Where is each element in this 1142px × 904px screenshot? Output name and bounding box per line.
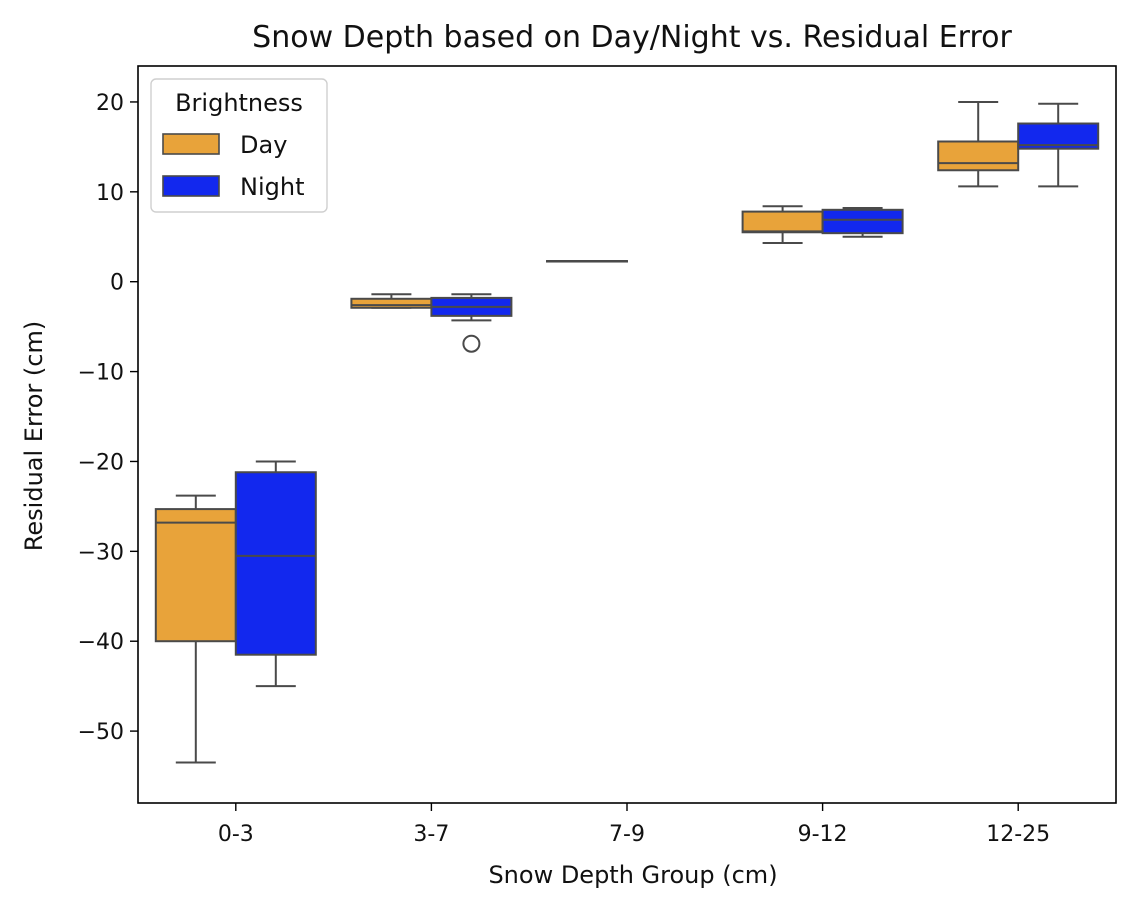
legend: Brightness Day Night — [150, 78, 328, 213]
legend-entries: Day Night — [162, 131, 304, 201]
x-axis-label: Snow Depth Group (cm) — [488, 861, 777, 889]
legend-swatch-day — [162, 133, 220, 155]
x-tick-label: 9-12 — [798, 822, 848, 847]
x-tick-label: 7-9 — [609, 822, 645, 847]
box-night-3-7 — [430, 293, 513, 353]
legend-title: Brightness — [175, 89, 303, 117]
y-tick-label: 10 — [96, 181, 124, 206]
box-day-3-7 — [350, 293, 433, 309]
box-body — [821, 208, 904, 235]
legend-label-night: Night — [240, 173, 304, 201]
x-axis: 0-3 3-7 7-9 9-12 12-25 — [218, 803, 1050, 847]
plot-area — [154, 100, 1100, 764]
box-day-7-9 — [546, 260, 628, 263]
box-night-12-25 — [1017, 102, 1100, 188]
y-tick-label: 20 — [96, 91, 124, 116]
box-body — [937, 140, 1020, 172]
box-day-9-12 — [741, 205, 824, 245]
legend-swatch-night — [162, 175, 220, 197]
box-body — [154, 508, 237, 643]
y-tick-label: −10 — [78, 361, 124, 386]
chart-title: Snow Depth based on Day/Night vs. Residu… — [252, 20, 1012, 55]
y-axis-label: Residual Error (cm) — [20, 321, 48, 551]
legend-label-day: Day — [240, 131, 287, 159]
box-day-12-25 — [937, 100, 1020, 188]
box-night-0-3 — [234, 460, 317, 688]
y-tick-label: −40 — [78, 630, 124, 655]
box-day-0-3 — [154, 494, 237, 764]
box-body — [234, 471, 317, 656]
x-tick-label: 0-3 — [218, 822, 254, 847]
y-tick-label: 0 — [110, 271, 124, 296]
x-tick-label: 12-25 — [986, 822, 1050, 847]
y-tick-label: −20 — [78, 450, 124, 475]
box-body — [741, 210, 824, 234]
box-body — [350, 297, 433, 309]
outlier-point — [462, 334, 481, 353]
y-tick-label: −50 — [78, 720, 124, 745]
x-tick-label: 3-7 — [413, 822, 449, 847]
y-axis: 20 10 0 −10 −20 −30 −40 −50 — [78, 91, 138, 745]
y-tick-label: −30 — [78, 540, 124, 565]
box-night-9-12 — [821, 207, 904, 238]
